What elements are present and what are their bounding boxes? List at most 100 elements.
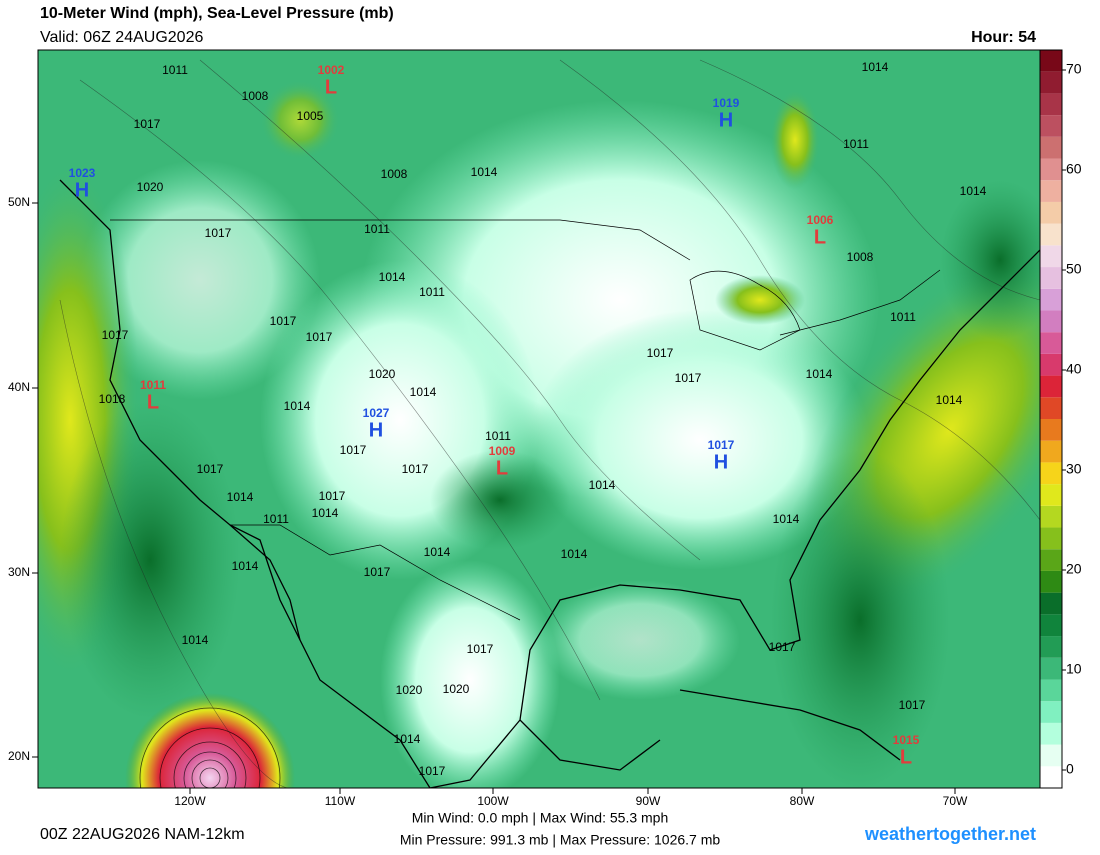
center-letter: L <box>325 76 337 98</box>
isobar-label: 1017 <box>364 565 391 579</box>
colorbar-swatch <box>1040 527 1062 550</box>
colorbar-swatch <box>1040 614 1062 637</box>
colorbar-swatch <box>1040 570 1062 593</box>
colorbar-swatch <box>1040 267 1062 289</box>
isobar-label: 1011 <box>419 285 445 299</box>
colorbar-tick-label: 50 <box>1066 261 1082 277</box>
colorbar-tick-label: 70 <box>1066 61 1082 77</box>
lon-label: 100W <box>477 794 509 808</box>
center-letter: H <box>369 419 383 441</box>
isobar-label: 1014 <box>773 512 800 526</box>
colorbar-swatch <box>1040 158 1062 181</box>
colorbar-swatch <box>1040 180 1062 202</box>
isobar-label: 1014 <box>394 732 421 746</box>
colorbar-tick-label: 20 <box>1066 561 1082 577</box>
isobar-label: 1005 <box>297 109 324 123</box>
center-letter: L <box>900 746 912 768</box>
isobar-label: 1017 <box>270 314 297 328</box>
lat-label: 50N <box>8 195 30 209</box>
lat-label: 40N <box>8 380 30 394</box>
lon-label: 90W <box>636 794 661 808</box>
isobar-label: 1017 <box>419 764 446 778</box>
isobar-label: 1017 <box>340 443 367 457</box>
colorbar-swatch <box>1040 332 1062 354</box>
isobar-label: 1017 <box>102 328 129 342</box>
isobar-label: 1011 <box>364 222 390 236</box>
center-pressure: 1027 <box>363 406 390 420</box>
isobar-label: 1017 <box>467 642 494 656</box>
isobar-label: 1014 <box>424 545 451 559</box>
center-pressure: 1006 <box>807 213 834 227</box>
colorbar-swatch <box>1040 288 1062 311</box>
isobar-label: 1017 <box>134 117 161 131</box>
isobar-label: 1017 <box>197 462 224 476</box>
isobar-label: 1008 <box>847 250 874 264</box>
isobar-label: 1017 <box>205 226 232 240</box>
isobar-label: 1020 <box>443 682 470 696</box>
colorbar-swatch <box>1040 50 1062 72</box>
isobar-label: 1014 <box>806 367 833 381</box>
center-pressure: 1011 <box>140 378 166 392</box>
center-letter: H <box>714 451 728 473</box>
colorbar-tick-label: 10 <box>1066 661 1082 677</box>
isobar-label: 1014 <box>561 547 588 561</box>
isobar-label: 1014 <box>589 478 616 492</box>
colorbar-swatch <box>1040 93 1062 116</box>
center-pressure: 1017 <box>708 438 735 452</box>
lon-label: 110W <box>325 794 356 808</box>
colorbar-swatch <box>1040 744 1062 767</box>
center-letter: H <box>719 109 733 131</box>
colorbar-swatch <box>1040 397 1062 419</box>
isobar-label: 1014 <box>960 184 987 198</box>
colorbar-swatch <box>1040 679 1062 702</box>
isobar-label: 1014 <box>936 393 963 407</box>
isobar-label: 1014 <box>284 399 311 413</box>
center-pressure: 1002 <box>318 63 345 77</box>
isobar-label: 1008 <box>242 89 269 103</box>
colorbar-tick-label: 60 <box>1066 161 1082 177</box>
colorbar-swatch <box>1040 505 1062 528</box>
lon-label: 80W <box>790 794 815 808</box>
isobar-label: 1014 <box>379 270 406 284</box>
colorbar-swatch <box>1040 701 1062 723</box>
isobar-label: 1011 <box>843 137 869 151</box>
colorbar-swatch <box>1040 201 1062 224</box>
isobar-label: 1011 <box>162 63 188 77</box>
colorbar-swatch <box>1040 136 1062 159</box>
isobar-label: 1014 <box>312 506 339 520</box>
isobar-label: 1014 <box>227 490 254 504</box>
lon-label: 120W <box>174 794 206 808</box>
center-letter: L <box>814 226 826 248</box>
lon-label: 70W <box>943 794 968 808</box>
colorbar-swatch <box>1040 722 1062 745</box>
map-field <box>38 50 1040 788</box>
colorbar-swatch <box>1040 592 1062 615</box>
lat-label: 20N <box>8 749 30 763</box>
isobar-label: 1011 <box>263 512 289 526</box>
map-title: 10-Meter Wind (mph), Sea-Level Pressure … <box>40 5 394 22</box>
colorbar-frame <box>1039 49 1063 789</box>
colorbar-swatch <box>1040 245 1062 268</box>
lat-label: 30N <box>8 565 30 579</box>
colorbar-swatch <box>1040 766 1062 788</box>
isobar-label: 1014 <box>182 633 209 647</box>
isobar-label: 1017 <box>675 371 702 385</box>
isobar-label: 1011 <box>485 429 511 443</box>
valid-time: Valid: 06Z 24AUG2026 <box>40 29 203 46</box>
isobar-label: 1017 <box>899 698 926 712</box>
colorbar-tick-label: 30 <box>1066 461 1082 477</box>
wind-stats: Min Wind: 0.0 mph | Max Wind: 55.3 mph <box>412 810 669 826</box>
center-letter: L <box>147 391 159 413</box>
colorbar-swatch <box>1040 310 1062 333</box>
colorbar-swatch <box>1040 115 1062 137</box>
pressure-stats: Min Pressure: 991.3 mb | Max Pressure: 1… <box>400 832 721 848</box>
isobar-label: 1014 <box>410 385 437 399</box>
isobar-label: 1017 <box>647 346 674 360</box>
isobar-label: 1014 <box>232 559 259 573</box>
colorbar-swatch <box>1040 462 1062 485</box>
colorbar-swatch <box>1040 375 1062 398</box>
isobar-label: 1014 <box>862 60 889 74</box>
center-pressure: 1009 <box>489 444 516 458</box>
isobar-label: 1020 <box>396 683 423 697</box>
